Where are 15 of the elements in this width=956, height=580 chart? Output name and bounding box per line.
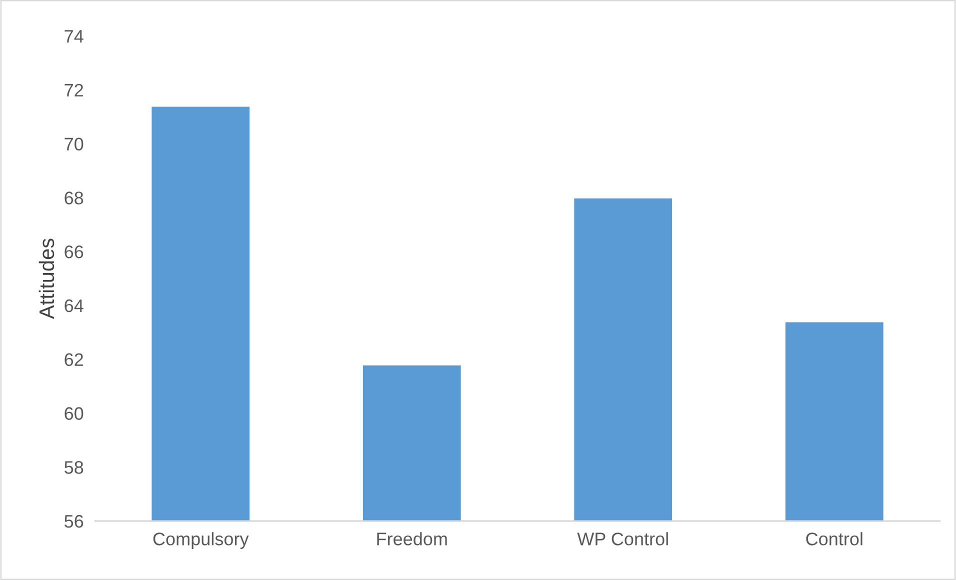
x-tick-label: Compulsory xyxy=(153,532,249,549)
y-tick-label: 58 xyxy=(64,461,84,474)
y-tick-label: 70 xyxy=(64,138,84,150)
y-tick-label: 66 xyxy=(64,245,84,258)
y-tick-label: 62 xyxy=(64,353,83,366)
y-tick-label: 68 xyxy=(64,192,84,204)
x-tick-label: Control xyxy=(806,532,862,546)
y-tick-label: 64 xyxy=(64,299,84,312)
x-tick-label: WP Control xyxy=(577,532,668,546)
y-tick-label: 56 xyxy=(64,514,84,528)
y-tick-label: 60 xyxy=(64,407,84,420)
y-axis-title: Attitudes xyxy=(38,238,54,319)
x-tick-label: Freedom xyxy=(377,532,447,546)
y-tick-label: 74 xyxy=(64,30,84,43)
y-tick-label: 72 xyxy=(64,84,83,96)
